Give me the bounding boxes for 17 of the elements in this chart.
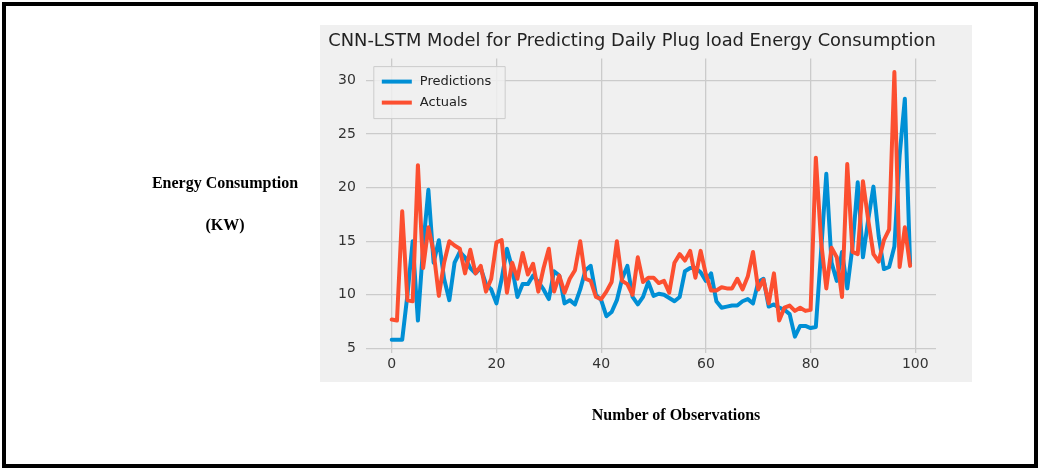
legend-label: Predictions: [419, 72, 492, 88]
x-tick-label: 80: [801, 355, 820, 372]
y-tick-label: 30: [337, 71, 356, 88]
x-tick-label: 0: [387, 355, 397, 372]
x-tick-label: 60: [696, 355, 715, 372]
y-tick-label: 20: [337, 178, 356, 195]
legend-label: Actuals: [419, 93, 468, 109]
x-tick-label: 20: [487, 355, 506, 372]
y-tick-label: 10: [337, 285, 356, 302]
x-tick-label: 100: [901, 355, 929, 372]
y-tick-label: 15: [337, 231, 356, 248]
x-axis-title: Number of Observations: [590, 406, 762, 424]
y-tick-label: 25: [337, 124, 356, 141]
x-tick-label: 40: [592, 355, 611, 372]
y-tick-label: 5: [346, 339, 356, 356]
chart-title: CNN-LSTM Model for Predicting Daily Plug load Energy Consumption: [328, 29, 936, 51]
text: Energy Consumption (KW): [151, 174, 299, 233]
